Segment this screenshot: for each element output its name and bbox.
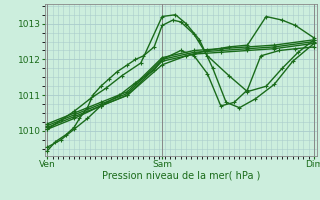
X-axis label: Pression niveau de la mer( hPa ): Pression niveau de la mer( hPa ) <box>102 171 260 181</box>
